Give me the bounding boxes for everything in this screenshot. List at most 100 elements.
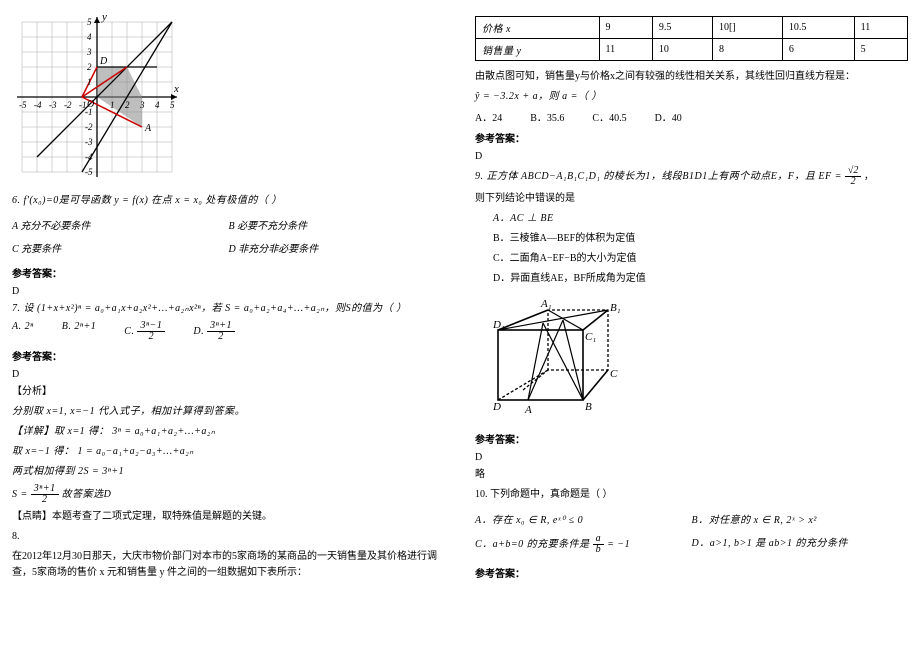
q9-stem2: 则下列结论中错误的是 — [475, 191, 908, 207]
q7-detail-2: 取 x=−1 得： 1 = a₀−a₁+a₂−a₃+…+a₂ₙ — [12, 444, 445, 460]
t-r2c5: 6 — [782, 39, 854, 61]
svg-text:-3: -3 — [49, 100, 57, 110]
q7-opt-a: A. 2ⁿ — [12, 321, 34, 342]
svg-text:3: 3 — [139, 100, 145, 110]
q7-detail1-eq: 3ⁿ = a₀+a₁+a₂+…+a₂ₙ — [112, 426, 215, 437]
q8b-options: A．24 B．35.6 C．40.5 D．40 — [475, 109, 908, 124]
t-r2c2: 11 — [599, 39, 652, 61]
point-a-label: A — [144, 123, 152, 134]
q10-opt-a: A．存在 x₀ ∈ R, eˣ⁰ ≤ 0 — [475, 511, 692, 526]
cube-a: A — [524, 404, 532, 416]
cube-b: B — [585, 401, 592, 413]
q7-opt-c-pre: C. — [124, 326, 137, 337]
q9-answer: D — [475, 452, 908, 463]
q6-stem: 6. f'(x₀)=0是可导函数 y = f(x) 在点 x = x₀ 处有极值… — [12, 193, 445, 209]
svg-text:4: 4 — [155, 100, 160, 110]
q6-answer-label: 参考答案： — [12, 265, 445, 280]
svg-text:3: 3 — [86, 47, 92, 57]
q7-s-tail: 故答案选D — [62, 489, 112, 500]
q7-options: A. 2ⁿ B. 2ⁿ+1 C. 3ⁿ−12 D. 3ⁿ+12 — [12, 321, 445, 342]
svg-text:5: 5 — [170, 100, 175, 110]
q7-stem: 7. 设 (1+x+x²)ⁿ = a₀+a₁x+a₂x²+…+a₂ₙx²ⁿ，若 … — [12, 301, 445, 317]
q8b-opt-d: D．40 — [655, 109, 682, 124]
q7-opt-d-pre: D. — [193, 326, 207, 337]
q7-c-den: 2 — [137, 332, 165, 342]
svg-text:-2: -2 — [64, 100, 72, 110]
q6-opt-d: D 非充分非必要条件 — [229, 240, 446, 255]
q10-c-pre: C．a+b=0 的充要条件是 — [475, 539, 593, 550]
graph-figure: -5-4-3-2-1 12345 12345 -1-2-3-4-5 x y O … — [12, 12, 445, 185]
point-d-label: D — [99, 56, 108, 67]
q8b-p: 由散点图可知，销售量y与价格x之间有较强的线性相关关系，其线性回归直线方程是： — [475, 69, 908, 85]
q8b-eq: ŷ = −3.2x + a，则 a =（ ） — [475, 89, 908, 105]
cube-figure: D A B C D₁ A₁ B₁ C₁ — [493, 295, 908, 423]
q9-answer-label: 参考答案： — [475, 431, 908, 446]
q9-opt-d: D．异面直线AE，BF所成角为定值 — [493, 271, 908, 287]
t-r1c1: 价格 x — [476, 17, 600, 39]
svg-text:-4: -4 — [34, 100, 42, 110]
q6-opt-b: B 必要不充分条件 — [229, 217, 446, 232]
right-column: 价格 x 9 9.5 10[] 10.5 11 销售量 y 11 10 8 6 … — [475, 12, 908, 586]
x-axis-label: x — [173, 83, 179, 95]
q7-detail-1: 【详解】取 x=1 得： 3ⁿ = a₀+a₁+a₂+…+a₂ₙ — [12, 424, 445, 440]
svg-text:-2: -2 — [85, 122, 93, 132]
q8b-opt-c: C．40.5 — [592, 109, 626, 124]
svg-text:5: 5 — [87, 17, 92, 27]
q7-d-den: 2 — [207, 332, 235, 342]
q9-stem-b: ， — [864, 171, 874, 182]
cube-d1: D₁ — [493, 319, 505, 331]
price-table: 价格 x 9 9.5 10[] 10.5 11 销售量 y 11 10 8 6 … — [475, 16, 908, 61]
q9-options: A．AC ⊥ BE B．三棱锥A—BEF的体积为定值 C．二面角A−EF−B的大… — [475, 211, 908, 287]
cube-a1: A₁ — [540, 298, 552, 310]
q10-answer-label: 参考答案： — [475, 565, 908, 580]
q6-opt-c: C 充要条件 — [12, 240, 229, 255]
t-r1c2: 9 — [599, 17, 652, 39]
svg-text:-5: -5 — [19, 100, 27, 110]
q10-c-tail: = −1 — [607, 539, 630, 550]
q7-s-eq: S = — [12, 489, 31, 500]
svg-text:2: 2 — [125, 100, 130, 110]
t-r2c3: 10 — [652, 39, 712, 61]
q7-opt-c: C. 3ⁿ−12 — [124, 321, 165, 342]
q7-s-den: 2 — [31, 495, 59, 505]
q7-opt-d: D. 3ⁿ+12 — [193, 321, 235, 342]
q8b-opt-a: A．24 — [475, 109, 502, 124]
cube-c: C — [610, 368, 618, 380]
y-axis-label: y — [101, 12, 107, 23]
q9-ef-pre: EF = — [818, 171, 844, 182]
q7-point: 【点睛】本题考查了二项式定理，取特殊值是解题的关键。 — [12, 509, 445, 525]
q7-detail2-pre: 取 x=−1 得： — [12, 446, 74, 457]
svg-text:-3: -3 — [85, 137, 93, 147]
q6-opt-a: A 充分不必要条件 — [12, 217, 229, 232]
q8b-opt-b: B．35.6 — [530, 109, 564, 124]
q9-opt-a: A．AC ⊥ BE — [493, 211, 908, 227]
left-column: -5-4-3-2-1 12345 12345 -1-2-3-4-5 x y O … — [12, 12, 445, 586]
q7-sum: 两式相加得到 2S = 3ⁿ+1 — [12, 464, 445, 480]
q7-opt-b: B. 2ⁿ+1 — [62, 321, 97, 342]
t-r1c6: 11 — [854, 17, 907, 39]
q7-analysis-h: 【分析】 — [12, 384, 445, 400]
q10-options: A．存在 x₀ ∈ R, eˣ⁰ ≤ 0 B．对任意的 x ∈ R, 2ˣ > … — [475, 507, 908, 559]
t-r2c4: 8 — [712, 39, 782, 61]
q8b-answer-label: 参考答案： — [475, 130, 908, 145]
q9-ef-den: 2 — [845, 177, 862, 187]
q9-opt-b: B．三棱锥A—BEF的体积为定值 — [493, 231, 908, 247]
q10-c-den: b — [593, 545, 605, 555]
q9-skip: 略 — [475, 467, 908, 483]
q6-options: A 充分不必要条件 B 必要不充分条件 C 充要条件 D 非充分非必要条件 — [12, 213, 445, 259]
t-r1c3: 9.5 — [652, 17, 712, 39]
t-r2c1: 销售量 y — [476, 39, 600, 61]
q8-p1: 在2012年12月30日那天，大庆市物价部门对本市的5家商场的某商品的一天销售量… — [12, 549, 445, 581]
q9-opt-c: C．二面角A−EF−B的大小为定值 — [493, 251, 908, 267]
svg-text:4: 4 — [87, 32, 92, 42]
t-r1c4: 10[] — [712, 17, 782, 39]
q7-s: S = 3ⁿ+12 故答案选D — [12, 484, 445, 505]
q9-stem: 9. 正方体 ABCD−A₁B₁C₁D₁ 的棱长为1，线段B1D1上有两个动点E… — [475, 166, 908, 187]
q10-stem: 10. 下列命题中，真命题是（ ） — [475, 487, 908, 503]
cube-b1: B₁ — [610, 302, 621, 314]
q8-num: 8. — [12, 529, 445, 545]
cube-d: D — [493, 401, 501, 413]
svg-text:2: 2 — [87, 62, 92, 72]
origin-label: O — [87, 99, 94, 110]
svg-text:1: 1 — [110, 100, 115, 110]
